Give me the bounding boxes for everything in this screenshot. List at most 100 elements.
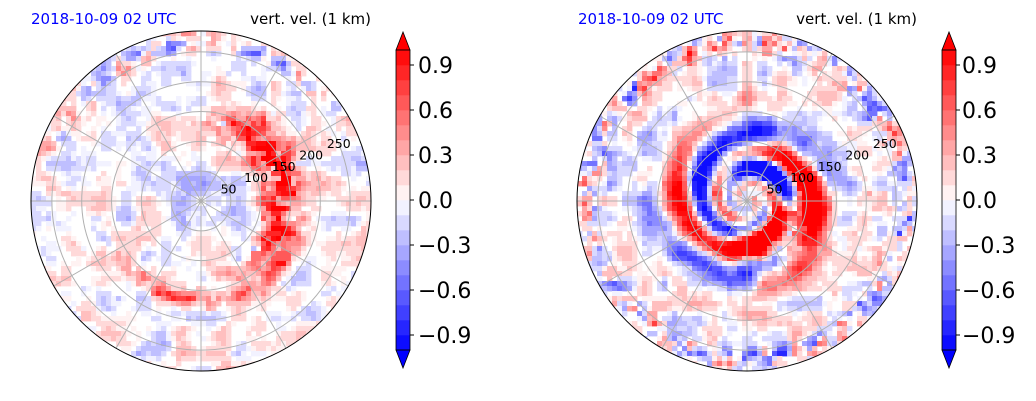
field-cell	[66, 131, 72, 137]
field-cell	[176, 201, 182, 207]
field-cell	[702, 226, 708, 232]
field-cell	[732, 56, 738, 62]
field-cell	[161, 136, 167, 142]
field-cell	[66, 176, 72, 182]
field-cell	[221, 71, 227, 77]
field-cell	[296, 281, 302, 287]
field-cell	[166, 346, 172, 352]
field-cell	[281, 346, 287, 352]
field-cell	[667, 156, 673, 162]
field-cell	[206, 196, 212, 202]
field-cell	[792, 131, 798, 137]
field-cell	[697, 156, 703, 162]
field-cell	[842, 156, 848, 162]
field-cell	[206, 81, 212, 87]
field-cell	[722, 221, 728, 227]
field-cell	[281, 126, 287, 132]
field-cell	[336, 221, 342, 227]
field-cell	[787, 216, 793, 222]
field-cell	[827, 211, 833, 217]
field-cell	[692, 96, 698, 102]
field-cell	[56, 221, 62, 227]
field-cell	[642, 246, 648, 252]
field-cell	[191, 366, 197, 371]
field-cell	[732, 66, 738, 72]
field-cell	[216, 356, 222, 362]
field-cell	[146, 256, 152, 262]
field-cell	[116, 116, 122, 122]
field-cell	[852, 171, 858, 177]
field-cell	[151, 356, 157, 362]
field-cell	[757, 121, 763, 127]
field-cell	[737, 126, 743, 132]
field-cell	[752, 186, 758, 192]
field-cell	[36, 191, 42, 197]
field-cell	[822, 131, 828, 137]
field-cell	[36, 196, 42, 202]
field-cell	[617, 246, 623, 252]
field-cell	[291, 171, 297, 177]
field-cell	[837, 66, 843, 72]
field-cell	[151, 196, 157, 202]
field-cell	[141, 146, 147, 152]
field-cell	[366, 151, 371, 157]
field-cell	[206, 256, 212, 262]
field-cell	[136, 301, 142, 307]
field-cell	[842, 106, 848, 112]
field-cell	[817, 241, 823, 247]
field-cell	[126, 141, 132, 147]
field-cell	[822, 56, 828, 62]
field-cell	[657, 186, 663, 192]
field-cell	[341, 161, 347, 167]
field-cell	[151, 81, 157, 87]
field-cell	[747, 71, 753, 77]
field-cell	[151, 86, 157, 92]
field-cell	[346, 281, 352, 287]
field-cell	[692, 41, 698, 47]
field-cell	[577, 181, 583, 187]
field-cell	[632, 146, 638, 152]
field-cell	[191, 206, 197, 212]
field-cell	[311, 211, 317, 217]
field-cell	[301, 66, 307, 72]
field-cell	[306, 131, 312, 137]
field-cell	[867, 186, 873, 192]
field-cell	[221, 31, 227, 37]
field-cell	[632, 161, 638, 167]
field-cell	[281, 241, 287, 247]
field-cell	[251, 196, 257, 202]
field-cell	[872, 131, 878, 137]
field-cell	[216, 291, 222, 297]
field-cell	[311, 181, 317, 187]
field-cell	[677, 146, 683, 152]
field-cell	[276, 261, 282, 267]
field-cell	[201, 316, 207, 322]
field-cell	[111, 306, 117, 312]
polar-panel-right: 2018-10-09 02 UTC vert. vel. (1 km) 5010…	[576, 10, 918, 372]
field-cell	[912, 246, 917, 252]
field-cell	[722, 146, 728, 152]
field-cell	[126, 61, 132, 67]
field-cell	[166, 286, 172, 292]
field-cell	[131, 61, 137, 67]
field-cell	[126, 286, 132, 292]
field-cell	[141, 51, 147, 57]
field-cell	[712, 161, 718, 167]
field-cell	[707, 151, 713, 157]
field-cell	[196, 316, 202, 322]
field-cell	[902, 226, 908, 232]
field-cell	[832, 196, 838, 202]
field-cell	[71, 241, 77, 247]
field-title-left: vert. vel. (1 km)	[250, 10, 371, 28]
field-cell	[246, 156, 252, 162]
field-cell	[281, 351, 287, 357]
field-cell	[712, 96, 718, 102]
field-cell	[166, 41, 172, 47]
field-cell	[882, 101, 888, 107]
field-cell	[672, 196, 678, 202]
field-cell	[662, 196, 668, 202]
field-cell	[156, 96, 162, 102]
field-cell	[136, 281, 142, 287]
field-cell	[647, 191, 653, 197]
field-cell	[707, 111, 713, 117]
